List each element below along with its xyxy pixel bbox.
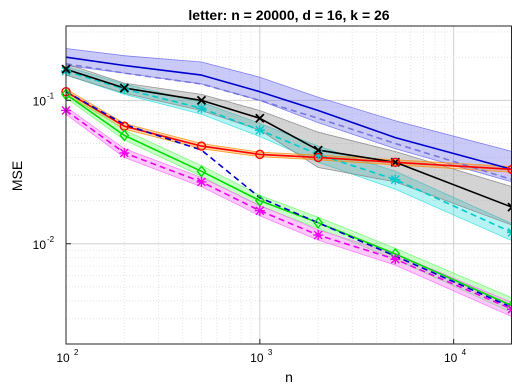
y-axis-label: MSE — [9, 161, 25, 191]
marker-star — [313, 230, 323, 240]
x-tick-label: 10 — [56, 351, 70, 365]
marker-star — [390, 254, 400, 264]
marker-star — [390, 175, 400, 185]
y-tick-exponent: -1 — [47, 91, 55, 100]
chart-title: letter: n = 20000, d = 16, k = 26 — [188, 7, 389, 23]
x-axis-label: n — [285, 369, 293, 385]
y-tick-label: 10 — [33, 238, 47, 252]
y-tick-label: 10 — [33, 94, 47, 108]
marker-star — [255, 125, 265, 135]
x-tick-label: 10 — [250, 351, 264, 365]
x-tick-label: 10 — [444, 351, 458, 365]
marker-star — [196, 177, 206, 187]
marker-star — [119, 148, 129, 158]
y-tick-exponent: -2 — [47, 235, 55, 244]
x-tick-exponent: 4 — [462, 348, 467, 357]
x-tick-exponent: 3 — [268, 348, 273, 357]
x-tick-exponent: 2 — [74, 348, 79, 357]
marker-star — [255, 206, 265, 216]
